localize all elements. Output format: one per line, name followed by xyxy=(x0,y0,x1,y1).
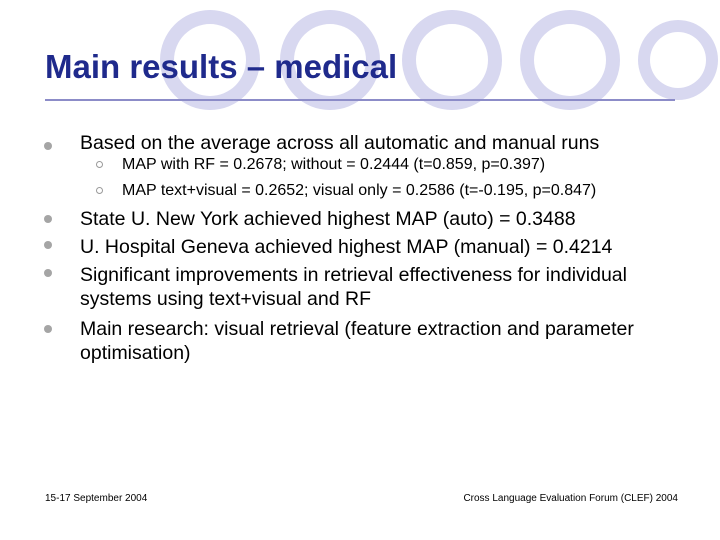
bullet-dot-icon xyxy=(44,269,52,277)
bullet-3: U. Hospital Geneva achieved highest MAP … xyxy=(80,236,613,258)
sub-bullet-2: MAP text+visual = 0.2652; visual only = … xyxy=(122,182,597,199)
sub-bullet-1: MAP with RF = 0.2678; without = 0.2444 (… xyxy=(122,156,546,173)
bullet-4-line-1: Significant improvements in retrieval ef… xyxy=(80,264,627,286)
sub-bullet-circle-icon xyxy=(96,187,103,194)
sub-bullet-circle-icon xyxy=(96,161,103,168)
bullet-dot-icon xyxy=(44,325,52,333)
decorative-circles xyxy=(160,10,718,110)
slide-title: Main results – medical xyxy=(45,48,398,85)
bullet-dot-icon xyxy=(44,241,52,249)
bullet-5: Main research: visual retrieval (feature… xyxy=(80,317,710,365)
bullet-dot-icon xyxy=(44,142,52,150)
bullet-dot-icon xyxy=(44,215,52,223)
bullet-4: Significant improvements in retrieval ef… xyxy=(80,263,710,311)
bullet-2: State U. New York achieved highest MAP (… xyxy=(80,208,576,230)
footer-event: Cross Language Evaluation Forum (CLEF) 2… xyxy=(463,493,678,504)
bullet-4-line-2: systems using text+visual and RF xyxy=(80,288,371,310)
bullet-5-line-2: optimisation) xyxy=(80,342,191,364)
footer-date: 15-17 September 2004 xyxy=(45,493,148,504)
title-divider xyxy=(45,99,675,101)
bullet-5-line-1: Main research: visual retrieval (feature… xyxy=(80,318,634,340)
bullet-1: Based on the average across all automati… xyxy=(80,132,600,154)
